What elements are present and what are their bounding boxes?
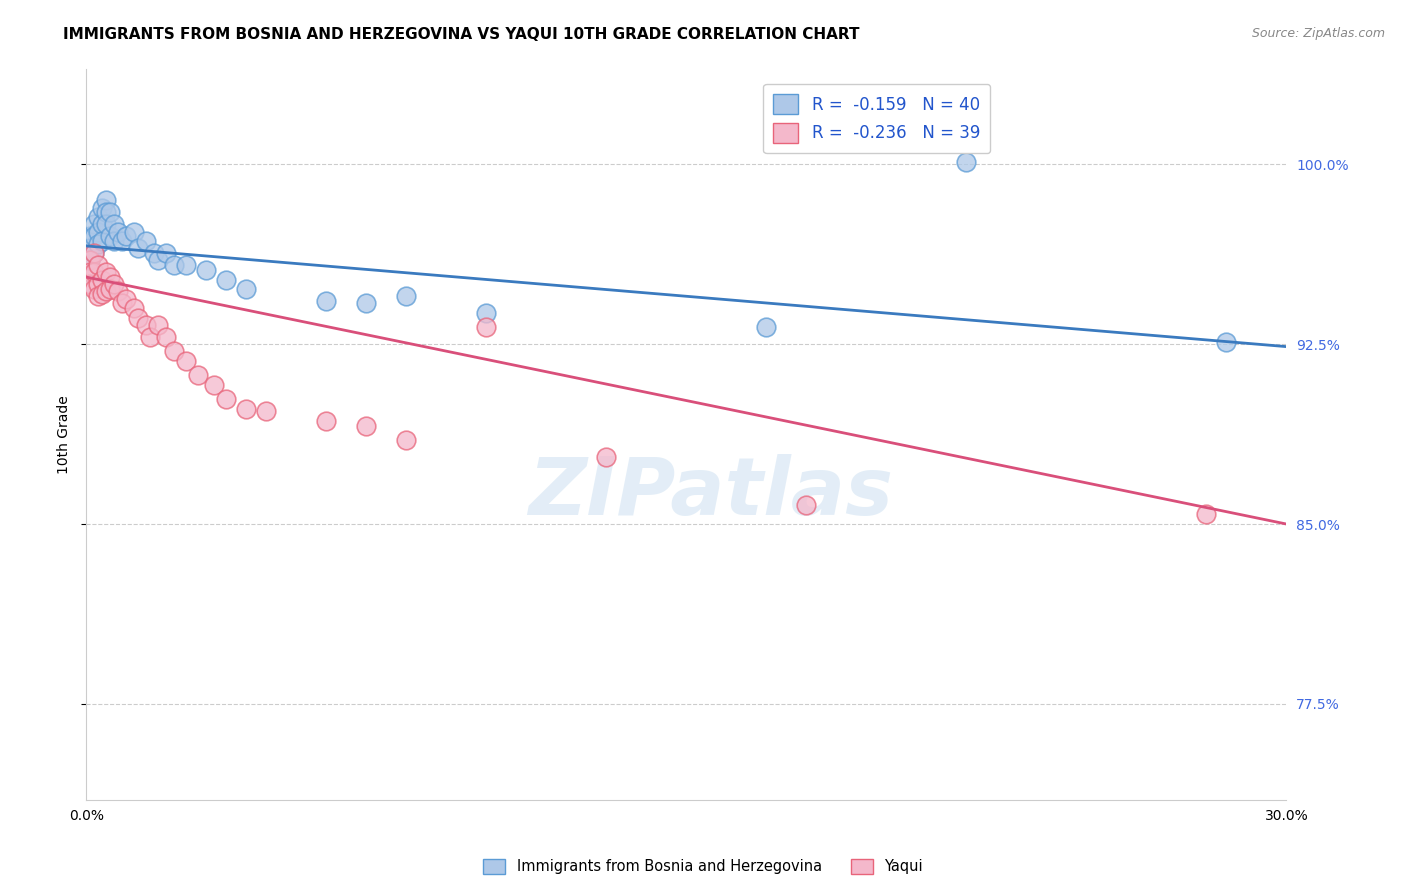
Point <box>83 246 105 260</box>
Point <box>235 282 257 296</box>
Point <box>111 234 134 248</box>
Point <box>235 401 257 416</box>
Point <box>91 234 114 248</box>
Point <box>356 418 378 433</box>
Point <box>139 330 162 344</box>
Point <box>83 229 105 244</box>
Point <box>111 296 134 310</box>
Point <box>127 310 149 325</box>
Point <box>356 296 378 310</box>
Point <box>87 289 110 303</box>
Point <box>100 205 122 219</box>
Y-axis label: 10th Grade: 10th Grade <box>58 395 72 474</box>
Point <box>91 286 114 301</box>
Point <box>475 320 498 334</box>
Point <box>163 258 186 272</box>
Point <box>83 218 105 232</box>
Point <box>87 258 110 272</box>
Point <box>87 277 110 292</box>
Point <box>163 344 186 359</box>
Point <box>83 265 105 279</box>
Point <box>96 265 118 279</box>
Point <box>103 218 125 232</box>
Point <box>83 282 105 296</box>
Point <box>315 294 337 309</box>
Point <box>955 155 977 169</box>
Point <box>100 282 122 296</box>
Legend: Immigrants from Bosnia and Herzegovina, Yaqui: Immigrants from Bosnia and Herzegovina, … <box>477 853 929 880</box>
Point <box>79 277 101 292</box>
Point <box>155 246 177 260</box>
Point <box>148 318 170 332</box>
Point <box>100 270 122 285</box>
Legend: R =  -0.159   N = 40, R =  -0.236   N = 39: R = -0.159 N = 40, R = -0.236 N = 39 <box>763 84 990 153</box>
Text: ZIPatlas: ZIPatlas <box>529 454 893 532</box>
Point <box>475 306 498 320</box>
Point <box>96 194 118 208</box>
Point <box>79 241 101 255</box>
Point <box>256 404 278 418</box>
Point <box>91 201 114 215</box>
Point <box>143 246 166 260</box>
Point <box>755 320 778 334</box>
Point <box>215 392 238 407</box>
Text: Source: ZipAtlas.com: Source: ZipAtlas.com <box>1251 27 1385 40</box>
Point <box>107 225 129 239</box>
Point <box>176 354 198 368</box>
Point <box>79 229 101 244</box>
Point <box>127 241 149 255</box>
Point <box>395 289 418 303</box>
Point <box>79 253 101 268</box>
Point <box>148 253 170 268</box>
Point <box>796 498 818 512</box>
Point <box>87 236 110 251</box>
Point <box>155 330 177 344</box>
Point <box>215 272 238 286</box>
Point <box>83 246 105 260</box>
Point <box>91 218 114 232</box>
Point <box>103 234 125 248</box>
Point <box>87 210 110 224</box>
Point <box>79 265 101 279</box>
Text: IMMIGRANTS FROM BOSNIA AND HERZEGOVINA VS YAQUI 10TH GRADE CORRELATION CHART: IMMIGRANTS FROM BOSNIA AND HERZEGOVINA V… <box>63 27 860 42</box>
Point <box>87 225 110 239</box>
Point <box>124 225 146 239</box>
Point <box>195 263 218 277</box>
Point <box>103 277 125 292</box>
Point <box>204 378 226 392</box>
Point <box>135 234 157 248</box>
Point <box>124 301 146 316</box>
Point <box>91 272 114 286</box>
Point <box>96 205 118 219</box>
Point <box>176 258 198 272</box>
Point <box>135 318 157 332</box>
Point <box>315 414 337 428</box>
Point <box>187 368 209 383</box>
Point <box>115 292 138 306</box>
Point <box>96 285 118 299</box>
Point <box>115 229 138 244</box>
Point <box>96 218 118 232</box>
Point <box>100 229 122 244</box>
Point <box>1195 508 1218 522</box>
Point <box>595 450 617 464</box>
Point <box>395 433 418 447</box>
Point <box>79 253 101 268</box>
Point <box>1215 334 1237 349</box>
Point <box>107 285 129 299</box>
